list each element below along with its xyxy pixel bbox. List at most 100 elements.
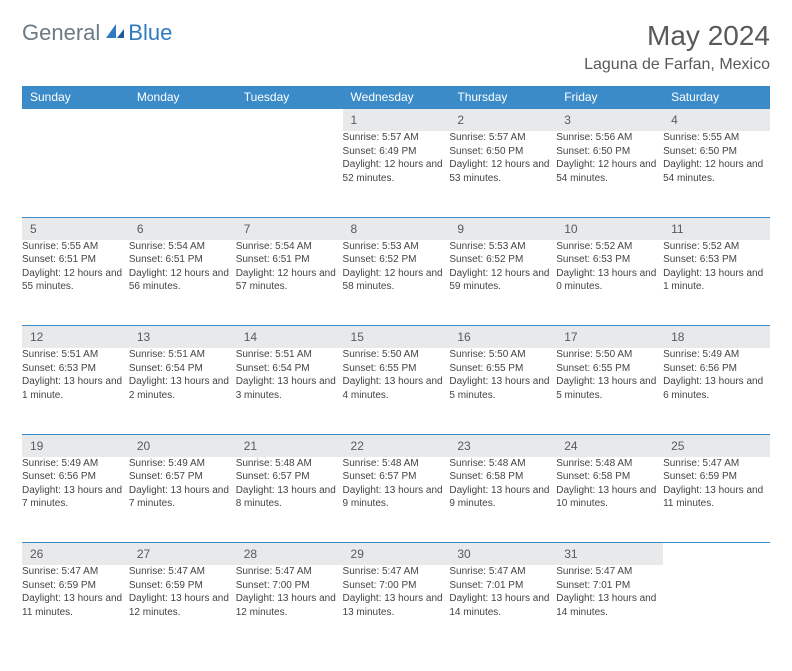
day-cell: Sunrise: 5:48 AMSunset: 6:58 PMDaylight:… — [449, 457, 556, 543]
daylight-line: Daylight: 13 hours and 13 minutes. — [343, 592, 450, 619]
daynum-cell: 7 — [236, 217, 343, 240]
sunset-line: Sunset: 6:54 PM — [236, 362, 343, 376]
daynum-cell: 2 — [449, 109, 556, 132]
sunset-line: Sunset: 6:58 PM — [449, 470, 556, 484]
day-cell: Sunrise: 5:48 AMSunset: 6:57 PMDaylight:… — [343, 457, 450, 543]
daynum-cell: 10 — [556, 217, 663, 240]
weekday-header: Tuesday — [236, 86, 343, 109]
sunset-line: Sunset: 6:58 PM — [556, 470, 663, 484]
day-cell: Sunrise: 5:57 AMSunset: 6:49 PMDaylight:… — [343, 131, 450, 217]
day-number: 22 — [351, 439, 364, 453]
sunset-line: Sunset: 6:59 PM — [22, 579, 129, 593]
day-number: 17 — [564, 330, 577, 344]
daylight-line: Daylight: 13 hours and 3 minutes. — [236, 375, 343, 402]
day-cell: Sunrise: 5:52 AMSunset: 6:53 PMDaylight:… — [663, 240, 770, 326]
daylight-line: Daylight: 13 hours and 8 minutes. — [236, 484, 343, 511]
daynum-row: 262728293031 — [22, 543, 770, 566]
daynum-cell: 1 — [343, 109, 450, 132]
day-cell: Sunrise: 5:49 AMSunset: 6:56 PMDaylight:… — [663, 348, 770, 434]
day-number: 30 — [457, 547, 470, 561]
content-row: Sunrise: 5:47 AMSunset: 6:59 PMDaylight:… — [22, 565, 770, 651]
day-cell: Sunrise: 5:47 AMSunset: 7:01 PMDaylight:… — [449, 565, 556, 651]
content-row: Sunrise: 5:49 AMSunset: 6:56 PM Daylight:… — [22, 457, 770, 543]
day-number: 6 — [137, 222, 144, 236]
day-number: 5 — [30, 222, 37, 236]
daylight-line: Daylight: 13 hours and 11 minutes. — [663, 484, 770, 511]
sunset-line: Sunset: 6:52 PM — [343, 253, 450, 267]
day-cell: Sunrise: 5:53 AMSunset: 6:52 PMDaylight:… — [343, 240, 450, 326]
daynum-cell: 29 — [343, 543, 450, 566]
sunset-line: Sunset: 6:51 PM — [22, 253, 129, 267]
day-cell: Sunrise: 5:50 AMSunset: 6:55 PMDaylight:… — [343, 348, 450, 434]
daynum-cell: 5 — [22, 217, 129, 240]
weekday-header: Thursday — [449, 86, 556, 109]
daylight-line: Daylight: 13 hours and 5 minutes. — [556, 375, 663, 402]
weekday-header-row: SundayMondayTuesdayWednesdayThursdayFrid… — [22, 86, 770, 109]
daynum-row: 19202122232425 — [22, 434, 770, 457]
daylight-line: Daylight: 13 hours and 11 minutes. — [22, 592, 129, 619]
sunset-line: Sunset: 6:57 PM — [343, 470, 450, 484]
daynum-cell: 27 — [129, 543, 236, 566]
day-number: 11 — [671, 222, 683, 236]
day-cell — [129, 131, 236, 217]
weekday-header: Sunday — [22, 86, 129, 109]
sunrise-line: Sunrise: 5:57 AM — [343, 131, 450, 145]
daylight-line: Daylight: 13 hours and 2 minutes. — [129, 375, 236, 402]
daynum-cell: 28 — [236, 543, 343, 566]
day-cell: Sunrise: 5:47 AMSunset: 7:00 PMDaylight:… — [343, 565, 450, 651]
sunrise-line: Sunrise: 5:52 AM — [663, 240, 770, 254]
sunrise-line: Sunrise: 5:50 AM — [449, 348, 556, 362]
daylight-line: Daylight: 12 hours and 53 minutes. — [449, 158, 556, 185]
daynum-cell: 23 — [449, 434, 556, 457]
sunset-line: Sunset: 6:50 PM — [449, 145, 556, 159]
day-number: 15 — [351, 330, 364, 344]
day-number: 7 — [244, 222, 251, 236]
daynum-cell: 6 — [129, 217, 236, 240]
day-cell: Sunrise: 5:56 AMSunset: 6:50 PMDaylight:… — [556, 131, 663, 217]
daynum-cell: 14 — [236, 326, 343, 349]
day-number: 4 — [671, 113, 678, 127]
daynum-cell: 26 — [22, 543, 129, 566]
sunset-line: Sunset: 6:56 PM — [22, 470, 129, 484]
daylight-line: Daylight: 13 hours and 9 minutes. — [449, 484, 556, 511]
sunset-line: Sunset: 6:53 PM — [556, 253, 663, 267]
day-cell: Sunrise: 5:47 AMSunset: 6:59 PMDaylight:… — [663, 457, 770, 543]
day-number: 12 — [30, 330, 43, 344]
day-cell: Sunrise: 5:50 AMSunset: 6:55 PMDaylight:… — [449, 348, 556, 434]
day-number: 8 — [351, 222, 358, 236]
daynum-cell: 20 — [129, 434, 236, 457]
day-cell: Sunrise: 5:55 AMSunset: 6:50 PMDaylight:… — [663, 131, 770, 217]
sunset-line: Sunset: 7:01 PM — [449, 579, 556, 593]
sunrise-line: Sunrise: 5:47 AM — [343, 565, 450, 579]
sunrise-line: Sunrise: 5:50 AM — [343, 348, 450, 362]
sunrise-line: Sunrise: 5:51 AM — [236, 348, 343, 362]
logo-text-general: General — [22, 20, 100, 46]
sunrise-line: Sunrise: 5:54 AM — [129, 240, 236, 254]
day-number: 9 — [457, 222, 464, 236]
day-number: 26 — [30, 547, 43, 561]
sunrise-line: Sunrise: 5:49 AM — [22, 457, 129, 471]
daylight-line: Daylight: 13 hours and 4 minutes. — [343, 375, 450, 402]
day-cell: Sunrise: 5:57 AMSunset: 6:50 PMDaylight:… — [449, 131, 556, 217]
day-cell — [663, 565, 770, 651]
sunset-line: Sunset: 6:55 PM — [556, 362, 663, 376]
day-cell: Sunrise: 5:49 AMSunset: 6:57 PMDaylight:… — [129, 457, 236, 543]
sunset-line: Sunset: 6:59 PM — [663, 470, 770, 484]
daylight-line: Daylight: 12 hours and 54 minutes. — [663, 158, 770, 185]
day-cell: Sunrise: 5:54 AMSunset: 6:51 PMDaylight:… — [129, 240, 236, 326]
sunrise-line: Sunrise: 5:53 AM — [343, 240, 450, 254]
location: Laguna de Farfan, Mexico — [584, 56, 770, 74]
logo-sail-icon — [104, 22, 126, 40]
day-cell: Sunrise: 5:51 AMSunset: 6:54 PMDaylight:… — [236, 348, 343, 434]
daylight-line: Daylight: 13 hours and 6 minutes. — [663, 375, 770, 402]
daylight-line: Daylight: 12 hours and 58 minutes. — [343, 267, 450, 294]
day-number: 28 — [244, 547, 257, 561]
sunset-line: Sunset: 6:51 PM — [129, 253, 236, 267]
day-cell: Sunrise: 5:49 AMSunset: 6:56 PMDaylight:… — [22, 457, 129, 543]
daylight-line: Daylight: 13 hours and 0 minutes. — [556, 267, 663, 294]
sunrise-line: Sunrise: 5:55 AM — [663, 131, 770, 145]
daylight-line: Daylight: 13 hours and 9 minutes. — [343, 484, 450, 511]
sunset-line: Sunset: 6:59 PM — [129, 579, 236, 593]
daynum-cell — [663, 543, 770, 566]
daynum-cell: 4 — [663, 109, 770, 132]
